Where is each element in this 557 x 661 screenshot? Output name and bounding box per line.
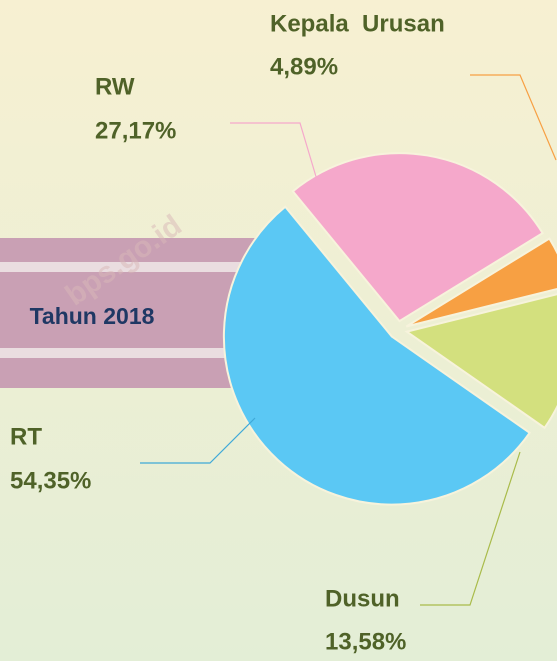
leader-lines [140,74,557,606]
pie-slice [222,205,532,506]
category-label: Dusun [325,585,400,612]
subtitle: Tahun 2018 [30,303,155,329]
pie-slice [291,152,544,323]
pie-slice [404,293,557,430]
value-label: 4,89% [270,53,338,80]
category-label: RT [10,423,42,450]
category-label: Kepala Urusan [270,10,445,37]
value-label: 13,58% [325,628,406,655]
category-label: RW [95,73,135,100]
pie [222,152,557,506]
value-label: 54,35% [10,467,91,494]
pie-slice [405,237,557,328]
value-label: 27,17% [95,117,176,144]
